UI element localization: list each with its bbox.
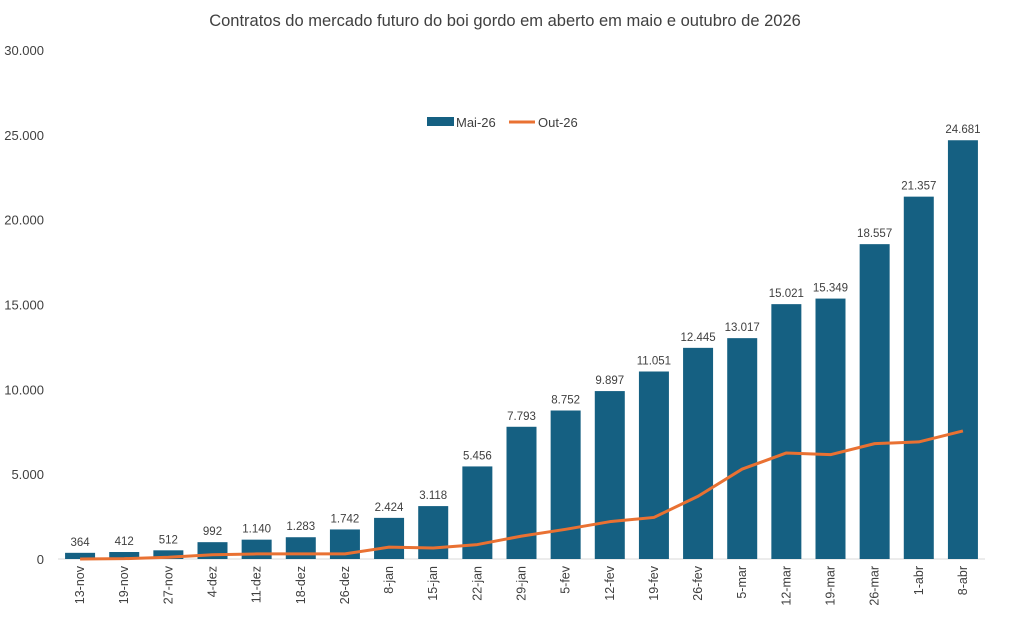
x-axis: 13-nov 19-nov 27-nov 4-dez 11-dez 18-dez 26-de… bbox=[73, 565, 970, 605]
bar-data-label: 364 bbox=[70, 537, 90, 549]
bar-data-label: 3.118 bbox=[419, 490, 447, 502]
x-tick-label: 19-mar bbox=[824, 566, 838, 606]
bar-19-fev bbox=[639, 372, 669, 559]
y-tick-label: 10.000 bbox=[4, 382, 44, 397]
bar-data-label: 15.349 bbox=[813, 283, 848, 295]
bar-data-label: 9.897 bbox=[595, 375, 624, 387]
bar-data-label: 7.793 bbox=[507, 411, 536, 423]
x-tick-label: 22-jan bbox=[470, 566, 484, 601]
y-tick-label: 30.000 bbox=[4, 43, 44, 58]
x-tick-label: 19-nov bbox=[117, 565, 131, 604]
bar-8-jan bbox=[374, 518, 404, 559]
bar-data-label: 11.051 bbox=[637, 356, 671, 368]
x-tick-label: 19-fev bbox=[647, 565, 661, 600]
x-tick-label: 5-mar bbox=[735, 566, 749, 599]
bar-data-label: 12.445 bbox=[680, 332, 715, 344]
y-axis: 0 5.000 10.000 15.000 20.000 25.000 30.000 bbox=[4, 43, 44, 567]
y-tick-label: 25.000 bbox=[4, 128, 44, 143]
bar-26-mar bbox=[860, 244, 890, 559]
bar-8-abr bbox=[948, 140, 978, 559]
x-tick-label: 26-dez bbox=[338, 566, 352, 604]
x-tick-label: 1-abr bbox=[912, 566, 926, 595]
y-tick-label: 5.000 bbox=[11, 467, 44, 482]
bar-12-mar bbox=[771, 304, 801, 559]
bar-26-fev bbox=[683, 348, 713, 559]
legend-label-out-26: Out-26 bbox=[538, 115, 578, 130]
x-tick-label: 26-mar bbox=[868, 566, 882, 606]
bar-18-dez bbox=[286, 537, 316, 559]
bar-12-fev bbox=[595, 391, 625, 559]
x-tick-label: 13-nov bbox=[73, 565, 87, 604]
bar-data-label: 18.557 bbox=[857, 228, 892, 240]
x-tick-label: 8-jan bbox=[382, 566, 396, 594]
y-tick-label: 15.000 bbox=[4, 298, 44, 313]
bar-data-label: 992 bbox=[203, 526, 222, 538]
x-tick-label: 11-dez bbox=[250, 566, 264, 603]
bar-data-label: 2.424 bbox=[375, 502, 404, 514]
bar-data-label: 412 bbox=[115, 536, 134, 548]
bar-5-fev bbox=[551, 411, 581, 559]
bar-5-mar bbox=[727, 338, 757, 559]
y-tick-label: 20.000 bbox=[4, 213, 44, 228]
bar-series: 364 412 512 992 1.140 1.283 1.742 2.424 3.118 5.4… bbox=[65, 124, 980, 559]
bar-19-mar bbox=[816, 299, 846, 559]
x-tick-label: 12-fev bbox=[603, 565, 617, 600]
x-tick-label: 27-nov bbox=[161, 565, 175, 604]
bar-data-label: 13.017 bbox=[725, 322, 760, 334]
x-tick-label: 26-fev bbox=[691, 565, 705, 600]
chart-title: Contratos do mercado futuro do boi gordo… bbox=[209, 12, 801, 30]
legend: Mai-26 Out-26 bbox=[427, 115, 578, 130]
bar-data-label: 21.357 bbox=[901, 181, 936, 193]
bar-11-dez bbox=[242, 540, 272, 559]
bar-data-label: 8.752 bbox=[551, 395, 580, 407]
x-tick-label: 5-fev bbox=[559, 565, 573, 594]
bar-data-label: 1.140 bbox=[242, 524, 271, 536]
x-tick-label: 12-mar bbox=[779, 566, 793, 606]
x-tick-label: 29-jan bbox=[515, 566, 529, 601]
bar-data-label: 512 bbox=[159, 534, 178, 546]
bar-data-label: 15.021 bbox=[769, 288, 804, 300]
x-tick-label: 8-abr bbox=[956, 566, 970, 595]
bar-1-abr bbox=[904, 197, 934, 559]
bar-data-label: 24.681 bbox=[945, 124, 980, 136]
x-tick-label: 15-jan bbox=[426, 566, 440, 601]
bar-data-label: 1.283 bbox=[286, 521, 315, 533]
legend-label-mai-26: Mai-26 bbox=[456, 115, 496, 130]
bar-15-jan bbox=[418, 506, 448, 559]
x-tick-label: 4-dez bbox=[206, 566, 220, 597]
bar-data-label: 1.742 bbox=[331, 513, 360, 525]
x-tick-label: 18-dez bbox=[294, 566, 308, 604]
legend-swatch-mai-26 bbox=[427, 117, 454, 126]
bar-data-label: 5.456 bbox=[463, 450, 492, 462]
y-tick-label: 0 bbox=[37, 552, 44, 567]
